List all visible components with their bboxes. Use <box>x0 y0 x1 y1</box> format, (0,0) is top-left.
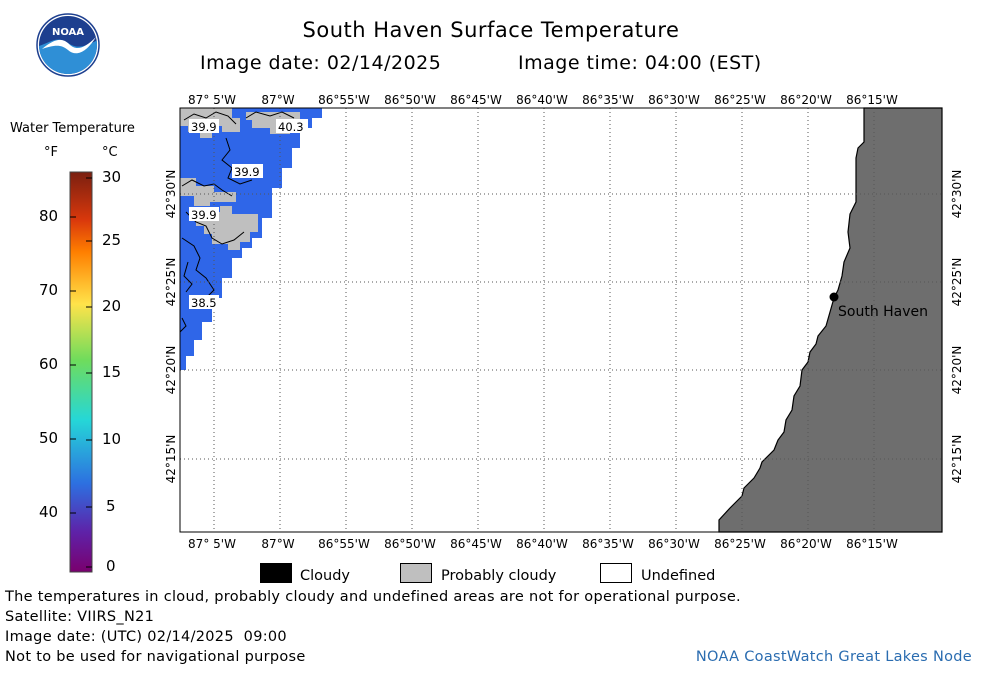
longitude-label: 86°40'W <box>516 537 568 551</box>
utc-date-text: Image date: (UTC) 02/14/2025 09:00 <box>5 629 287 645</box>
longitude-label: 86°30'W <box>648 537 700 551</box>
longitude-label: 86°15'W <box>846 93 898 107</box>
longitude-label: 87° 5'W <box>188 537 236 551</box>
longitude-label: 86°40'W <box>516 93 568 107</box>
longitude-label: 86°25'W <box>714 537 766 551</box>
legend-tick-f: 40 <box>39 503 59 521</box>
temperature-color-bar <box>69 171 93 573</box>
probably-cloudy-swatch <box>400 563 432 583</box>
longitude-label: 86°35'W <box>582 93 634 107</box>
longitude-label: 86°50'W <box>384 93 436 107</box>
city-marker <box>829 292 839 302</box>
longitude-label: 86°45'W <box>450 93 502 107</box>
legend-title: Water Temperature <box>10 121 135 136</box>
graticule <box>180 108 942 532</box>
longitude-label: 86°25'W <box>714 93 766 107</box>
credit-text: NOAA CoastWatch Great Lakes Node <box>695 649 972 665</box>
noaa-logo: NOAA <box>36 13 100 77</box>
sst-label: 39.9 <box>234 165 260 179</box>
longitude-label: 86°55'W <box>318 537 370 551</box>
latitude-label: 42°25'N <box>950 258 964 307</box>
city-label: South Haven <box>838 304 928 320</box>
sst-label: 40.3 <box>278 120 304 134</box>
navigation-warning: Not to be used for navigational purpose <box>5 649 306 665</box>
longitude-label: 86°35'W <box>582 537 634 551</box>
longitude-label: 86°15'W <box>846 537 898 551</box>
latitude-label: 42°20'N <box>164 346 178 395</box>
legend-tick-c: 10 <box>102 430 122 448</box>
latitude-label: 42°30'N <box>950 170 964 219</box>
legend-tick-f: 70 <box>39 281 59 299</box>
legend-unit-celsius: °C <box>102 145 118 160</box>
legend-tick-c: 15 <box>102 363 122 381</box>
longitude-label: 87° 5'W <box>188 93 236 107</box>
disclaimer-text: The temperatures in cloud, probably clou… <box>5 589 741 605</box>
longitude-label: 86°20'W <box>780 537 832 551</box>
legend-tick-c: 5 <box>106 497 116 515</box>
image-time: Image time: 04:00 (EST) <box>518 52 762 74</box>
probably-cloudy-label: Probably cloudy <box>441 568 557 584</box>
latitude-label: 42°15'N <box>164 435 178 484</box>
longitude-label: 86°50'W <box>384 537 436 551</box>
page-title: South Haven Surface Temperature <box>302 18 680 42</box>
longitude-label: 87°W <box>261 537 294 551</box>
image-date: Image date: 02/14/2025 <box>200 52 442 74</box>
longitude-label: 86°45'W <box>450 537 502 551</box>
map-frame <box>179 107 943 533</box>
latitude-label: 42°15'N <box>950 435 964 484</box>
legend-tick-c: 0 <box>106 557 116 575</box>
land-area <box>718 107 943 533</box>
logo-text: NOAA <box>52 27 84 38</box>
water-temperature-area <box>180 108 322 370</box>
cloudy-swatch <box>260 563 292 583</box>
cloudy-label: Cloudy <box>300 568 350 584</box>
legend-tick-c: 30 <box>102 168 122 186</box>
legend-tick-c: 25 <box>102 231 122 249</box>
longitude-label: 86°20'W <box>780 93 832 107</box>
legend-unit-fahrenheit: °F <box>44 145 58 160</box>
satellite-text: Satellite: VIIRS_N21 <box>5 609 155 625</box>
longitude-label: 86°30'W <box>648 93 700 107</box>
legend-tick-f: 80 <box>39 207 59 225</box>
latitude-label: 42°25'N <box>164 258 178 307</box>
sst-map: 39.9 40.3 39.9 39.9 38.5 South Haven 87°… <box>164 93 964 551</box>
undefined-label: Undefined <box>641 568 716 584</box>
undefined-swatch <box>600 563 632 583</box>
legend-tick-c: 20 <box>102 297 122 315</box>
longitude-label: 87°W <box>261 93 294 107</box>
legend-tick-f: 60 <box>39 355 59 373</box>
latitude-label: 42°30'N <box>164 170 178 219</box>
sst-label: 39.9 <box>191 120 217 134</box>
longitude-label: 86°55'W <box>318 93 370 107</box>
latitude-label: 42°20'N <box>950 346 964 395</box>
sst-label: 38.5 <box>191 296 217 310</box>
legend-tick-f: 50 <box>39 429 59 447</box>
sst-label: 39.9 <box>191 208 217 222</box>
